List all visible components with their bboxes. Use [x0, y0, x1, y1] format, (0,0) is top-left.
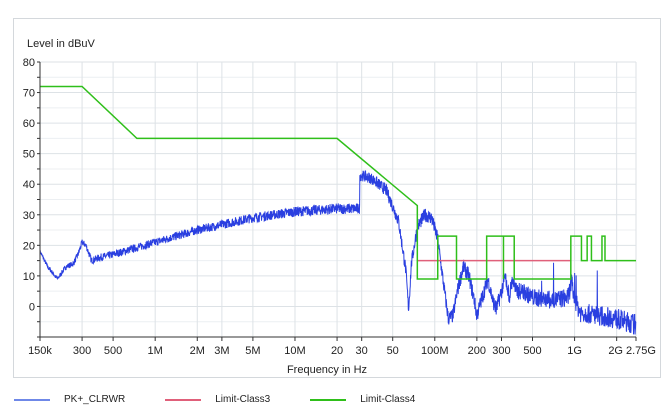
x-tick-label: 2G [608, 345, 623, 357]
y-tick-label: 70 [23, 88, 35, 100]
x-axis-label: Frequency in Hz [287, 364, 367, 376]
x-tick-label: 50 [387, 345, 399, 357]
emission-chart: Level in dBuV Frequency in Hz 0 10 20 30 40 5… [23, 38, 656, 376]
legend-item-class3: Limit-Class3 [165, 394, 270, 405]
x-tick-label: 150k [28, 345, 52, 357]
legend-label: PK+_CLRWR [64, 394, 126, 405]
series-line-pk-clrwr [39, 170, 637, 335]
x-tick-label: 100M [421, 345, 449, 357]
series-line-limit-class4 [40, 85, 636, 280]
x-tick-label: 3M [214, 345, 229, 357]
x-tick-label: 30 [356, 345, 368, 357]
x-tick-label: 5M [245, 345, 260, 357]
x-tick-label: 10M [284, 345, 305, 357]
x-tick-label: 20 [331, 345, 343, 357]
legend-item-pk: PK+_CLRWR [14, 394, 125, 405]
x-tick-label: 200 [468, 345, 486, 357]
y-tick-label: 40 [23, 179, 35, 191]
legend-label: Limit-Class4 [360, 394, 416, 405]
y-tick-label: 50 [23, 149, 35, 161]
legend-swatch [310, 398, 347, 401]
x-tick-label: 300 [73, 345, 91, 357]
legend-item-class4: Limit-Class4 [310, 394, 415, 405]
chart-panel: Level in dBuV Frequency in Hz 0 10 20 30 40 5… [13, 18, 661, 378]
y-tick-label: 10 [23, 271, 35, 283]
y-tick-label: 80 [23, 57, 35, 69]
y-tick-label: 20 [23, 240, 35, 252]
legend-swatch [14, 398, 50, 401]
y-axis-label: Level in dBuV [27, 38, 96, 50]
y-tick-label: 60 [23, 118, 35, 130]
x-tick-label: 1G [567, 345, 582, 357]
x-tick-label: 2M [190, 345, 205, 357]
y-tick-label: 30 [23, 210, 35, 222]
x-tick-label: 2.75G [626, 345, 656, 357]
x-tick-label: 300 [492, 345, 510, 357]
x-tick-label: 1M [148, 345, 163, 357]
legend-swatch [165, 398, 202, 401]
legend: PK+_CLRWR Limit-Class3 Limit-Class4 [14, 394, 455, 405]
y-tick-label: 0 [29, 301, 35, 313]
x-tick-label: 500 [523, 345, 541, 357]
legend-label: Limit-Class3 [215, 394, 271, 405]
x-tick-label: 500 [104, 345, 122, 357]
